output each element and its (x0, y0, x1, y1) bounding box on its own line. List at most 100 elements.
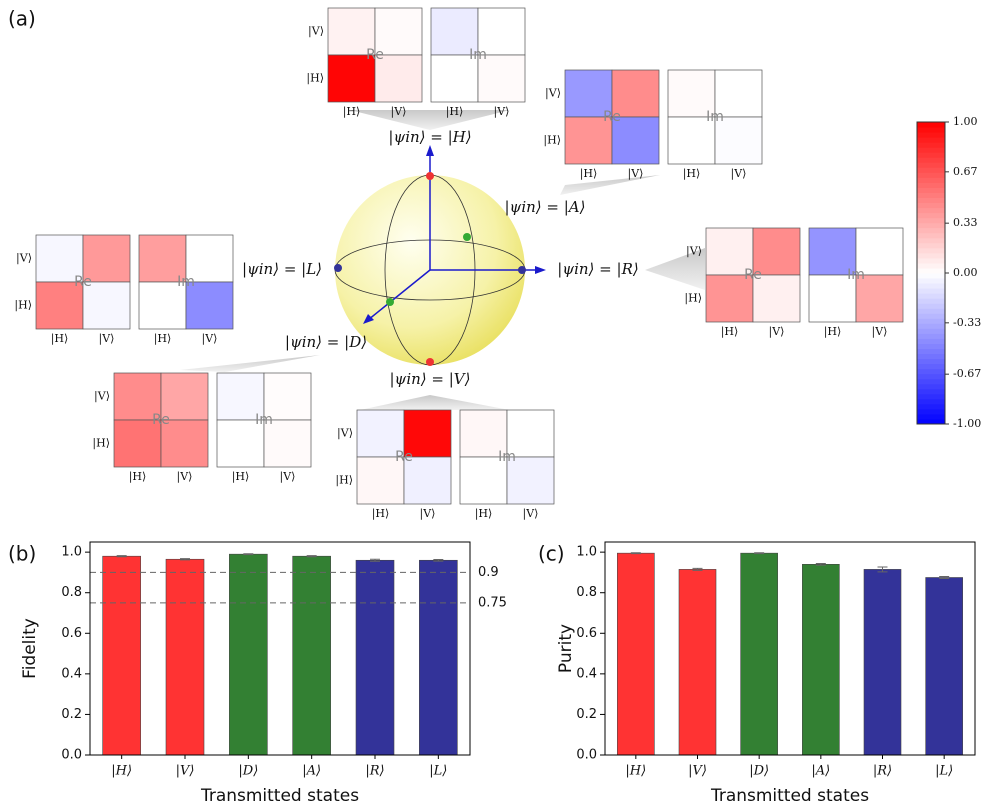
panel-label: (b) (8, 542, 36, 566)
y-tick-label: 0.4 (576, 666, 597, 681)
bar (617, 553, 654, 755)
col-label: |V⟩ (628, 167, 644, 181)
row-label: |H⟩ (14, 299, 32, 313)
matrix-part: Im (469, 47, 487, 63)
colorbar-tick-label: -0.67 (953, 367, 981, 380)
x-tick-label: |L⟩ (429, 764, 447, 779)
matrix-part: Re (744, 267, 762, 283)
matrix-part: Im (255, 412, 273, 428)
y-tick-label: 0.6 (576, 626, 597, 641)
col-label: |H⟩ (580, 167, 598, 181)
col-label: |V⟩ (872, 325, 888, 339)
x-tick-label: |D⟩ (238, 764, 258, 779)
col-label: |H⟩ (154, 332, 172, 346)
state-label: |ψin⟩ = |D⟩ (285, 333, 367, 351)
bar (802, 564, 839, 755)
col-label: |V⟩ (202, 332, 218, 346)
reference-label: 0.9 (478, 565, 499, 580)
y-tick-label: 1.0 (576, 545, 597, 560)
bar (419, 560, 457, 755)
row-label: |H⟩ (306, 72, 324, 86)
y-tick-label: 0.8 (576, 585, 597, 600)
plot-frame (90, 542, 470, 755)
matrix-part: Re (152, 412, 170, 428)
y-tick-label: 1.0 (61, 545, 82, 560)
col-label: |H⟩ (824, 325, 842, 339)
x-tick-label: |R⟩ (873, 764, 892, 779)
row-label: |H⟩ (543, 134, 561, 148)
row-label: |V⟩ (16, 252, 32, 266)
panel-label: (a) (8, 7, 36, 31)
error-bar (631, 553, 641, 554)
x-tick-label: |R⟩ (365, 764, 384, 779)
y-axis-label: Purity (556, 624, 576, 673)
col-label: |V⟩ (494, 105, 510, 119)
colorbar-tick-label: 0.67 (953, 165, 978, 178)
row-label: |V⟩ (337, 427, 353, 441)
col-label: |H⟩ (721, 325, 739, 339)
y-tick-label: 0.8 (61, 585, 82, 600)
state-label: |ψin⟩ = |L⟩ (242, 260, 322, 278)
col-label: |V⟩ (280, 470, 296, 484)
row-label: |V⟩ (686, 245, 702, 259)
y-tick-label: 0.4 (61, 666, 82, 681)
y-tick-label: 0.0 (576, 748, 597, 763)
bar (166, 559, 204, 755)
state-label: |ψin⟩ = |V⟩ (390, 370, 471, 388)
y-tick-label: 0.0 (61, 748, 82, 763)
colorbar-tick-label: 0.33 (953, 216, 978, 229)
x-axis-label: Transmitted states (710, 786, 869, 806)
state-label: |ψin⟩ = |R⟩ (557, 260, 638, 278)
row-label: |H⟩ (335, 474, 353, 488)
matrix-part: Re (395, 449, 413, 465)
bar (679, 569, 716, 755)
row-label: |H⟩ (92, 437, 110, 451)
col-label: |V⟩ (523, 507, 539, 521)
col-label: |V⟩ (391, 105, 407, 119)
error-bar (754, 553, 764, 554)
col-label: |H⟩ (232, 470, 250, 484)
col-label: |H⟩ (446, 105, 464, 119)
col-label: |V⟩ (99, 332, 115, 346)
col-label: |H⟩ (475, 507, 493, 521)
row-label: |V⟩ (308, 25, 324, 39)
matrix-part: Re (74, 274, 92, 290)
row-label: |V⟩ (94, 390, 110, 404)
x-tick-label: |H⟩ (111, 764, 132, 779)
colorbar-tick-label: 0.00 (953, 266, 978, 279)
row-label: |V⟩ (545, 87, 561, 101)
plot-frame (605, 542, 975, 755)
colorbar-tick-label: -0.33 (953, 316, 981, 329)
panel-label: (c) (538, 542, 565, 566)
x-tick-label: |H⟩ (625, 764, 646, 779)
col-label: |H⟩ (372, 507, 390, 521)
figure: (a) |ψin⟩ = |H⟩Re|H⟩|V⟩|V⟩|H⟩Im|H⟩|V⟩|ψi… (0, 0, 988, 807)
x-axis-label: Transmitted states (200, 786, 359, 806)
bar (103, 556, 141, 755)
bar (356, 560, 394, 755)
matrix-part: Im (847, 267, 865, 283)
matrix-part: Im (498, 449, 516, 465)
y-axis-label: Fidelity (20, 618, 40, 679)
row-label: |H⟩ (684, 292, 702, 306)
reference-label: 0.75 (478, 595, 507, 610)
x-tick-label: |V⟩ (176, 764, 195, 779)
y-tick-label: 0.6 (61, 626, 82, 641)
error-bar (243, 554, 253, 555)
col-label: |V⟩ (769, 325, 785, 339)
y-tick-label: 0.2 (576, 707, 597, 722)
x-tick-label: |A⟩ (811, 764, 830, 779)
x-tick-label: |L⟩ (935, 764, 953, 779)
col-label: |V⟩ (420, 507, 436, 521)
x-tick-label: |A⟩ (302, 764, 321, 779)
col-label: |H⟩ (683, 167, 701, 181)
bar (229, 554, 267, 755)
bar (864, 569, 901, 755)
bar (926, 578, 963, 756)
matrix-part: Im (706, 109, 724, 125)
bar (741, 553, 778, 755)
bar (293, 556, 331, 755)
col-label: |H⟩ (129, 470, 147, 484)
x-tick-label: |V⟩ (688, 764, 707, 779)
matrix-part: Re (366, 47, 384, 63)
